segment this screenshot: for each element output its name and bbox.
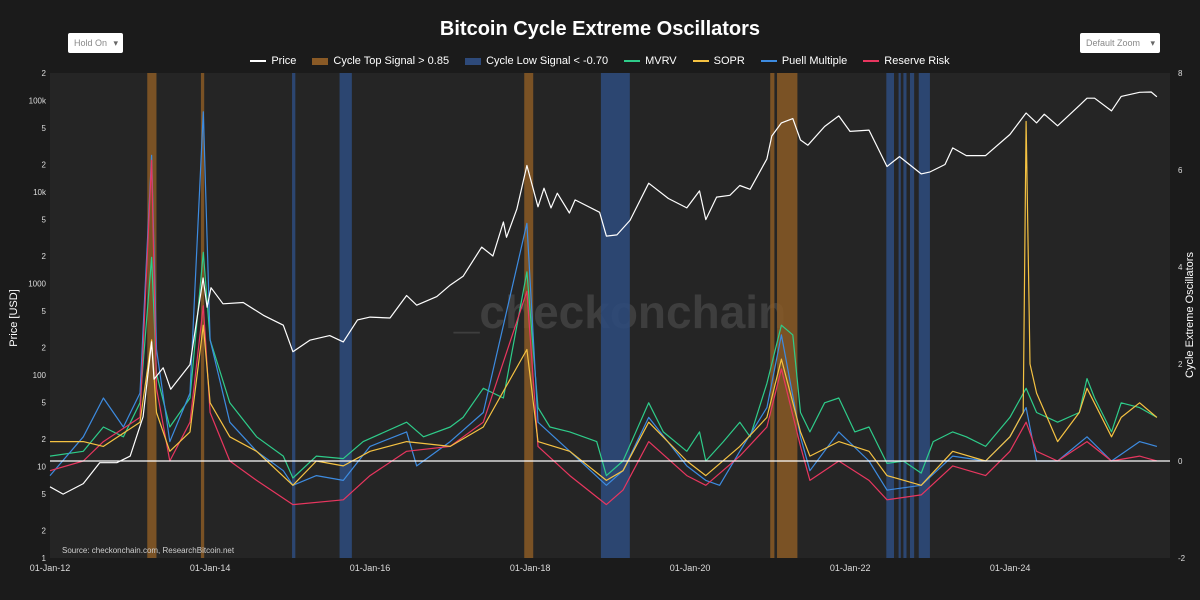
y-right-tick-label: -2	[1178, 554, 1186, 563]
cycle-top-band	[777, 73, 798, 558]
cycle-low-band	[909, 73, 915, 558]
y-left-tick-label: 100	[33, 371, 47, 380]
cycle-low-band	[898, 73, 901, 558]
cycle-top-band	[770, 73, 775, 558]
y-left-tick-label: 2	[42, 69, 47, 78]
legend-label: Cycle Top Signal > 0.85	[333, 55, 450, 67]
x-tick-label: 01-Jan-18	[510, 563, 551, 573]
legend-swatch	[624, 60, 641, 62]
legend-item[interactable]: Cycle Top Signal > 0.85	[312, 55, 449, 67]
cycle-low-band	[292, 73, 296, 558]
right-axis-ticks: -2 0 2 4 6 8	[1178, 69, 1186, 563]
legend-label: MVRV	[645, 55, 677, 67]
series-line-reserve-risk	[49, 159, 1158, 506]
x-tick-label: 01-Jan-20	[670, 563, 711, 573]
y-left-tick-label: 2	[42, 526, 47, 535]
legend-swatch	[465, 57, 482, 65]
default-zoom-label: Default Zoom	[1086, 38, 1141, 48]
series-line-price	[49, 91, 1158, 495]
y-left-tick-label: 1	[42, 554, 47, 563]
x-tick-label: 01-Jan-14	[190, 563, 231, 573]
legend-swatch	[760, 60, 777, 62]
series-lines	[49, 91, 1158, 506]
source-note: Source: checkonchain.com, ResearchBitcoi…	[62, 546, 235, 555]
default-zoom-button[interactable]: Default Zoom ▾	[1080, 33, 1160, 53]
y-right-tick-label: 2	[1178, 360, 1183, 369]
cycle-low-band	[339, 73, 352, 558]
y-left-tick-label: 100k	[29, 97, 47, 106]
y-axis-right-label: Cycle Extreme Oscillators	[1184, 252, 1196, 378]
series-line-sopr	[50, 120, 1158, 486]
legend-label: Cycle Low Signal < -0.70	[486, 55, 609, 67]
legend-swatch	[250, 60, 267, 62]
left-axis-ticks: 1 2 5 10 2 5 100 2 5 1000 2 5 10k 2 5 100k 2	[28, 69, 47, 563]
y-right-tick-label: 8	[1178, 69, 1183, 78]
legend-label: Price	[271, 55, 297, 67]
series-line-mvrv	[49, 251, 1158, 479]
y-left-tick-label: 10	[37, 463, 46, 472]
chart-title: Bitcoin Cycle Extreme Oscillators	[439, 18, 761, 40]
x-tick-label: 01-Jan-22	[830, 563, 871, 573]
range-select-label: Hold On	[74, 38, 108, 48]
y-left-tick-label: 2	[42, 160, 47, 169]
y-left-tick-label: 2	[42, 343, 47, 352]
y-left-tick-label: 5	[42, 216, 47, 225]
y-right-tick-label: 6	[1178, 166, 1183, 175]
y-left-tick-label: 2	[42, 252, 47, 261]
legend-label: Reserve Risk	[884, 55, 950, 67]
y-right-tick-label: 4	[1178, 263, 1183, 272]
y-left-tick-label: 5	[42, 307, 47, 316]
legend: Price Cycle Top Signal > 0.85 Cycle Low Si…	[0, 55, 1200, 67]
legend-item[interactable]: SOPR	[692, 55, 745, 67]
y-left-tick-label: 5	[42, 399, 47, 408]
legend-item[interactable]: MVRV	[624, 55, 677, 67]
x-tick-label: 01-Jan-12	[30, 563, 71, 573]
legend-item[interactable]: Puell Multiple	[760, 55, 848, 67]
legend-item[interactable]: Cycle Low Signal < -0.70	[465, 55, 608, 67]
cycle-low-band	[918, 73, 930, 558]
x-axis-ticks: 01-Jan-12 01-Jan-14 01-Jan-16 01-Jan-18 01-J…	[30, 563, 1031, 573]
cycle-top-band	[147, 73, 157, 558]
x-tick-label: 01-Jan-16	[350, 563, 391, 573]
y-left-tick-label: 1000	[28, 280, 46, 289]
range-select[interactable]: Hold On ▾	[68, 33, 123, 53]
legend-label: SOPR	[713, 55, 745, 67]
y-left-tick-label: 10k	[33, 188, 47, 197]
legend-label: Puell Multiple	[781, 55, 848, 67]
legend-item[interactable]: Price	[250, 55, 296, 67]
chevron-down-icon: ▾	[113, 38, 118, 48]
cycle-low-band	[886, 73, 894, 558]
legend-swatch	[863, 60, 880, 62]
y-left-tick-label: 5	[42, 124, 47, 133]
y-axis-left-label: Price [USD]	[8, 289, 20, 346]
y-left-tick-label: 5	[42, 490, 47, 499]
y-left-tick-label: 2	[42, 435, 47, 444]
legend-item[interactable]: Reserve Risk	[863, 55, 950, 67]
y-right-tick-label: 0	[1178, 457, 1183, 466]
legend-swatch	[312, 57, 329, 65]
x-tick-label: 01-Jan-24	[990, 563, 1031, 573]
cycle-low-band	[903, 73, 907, 558]
chevron-down-icon: ▾	[1150, 38, 1155, 48]
legend-swatch	[692, 60, 709, 62]
